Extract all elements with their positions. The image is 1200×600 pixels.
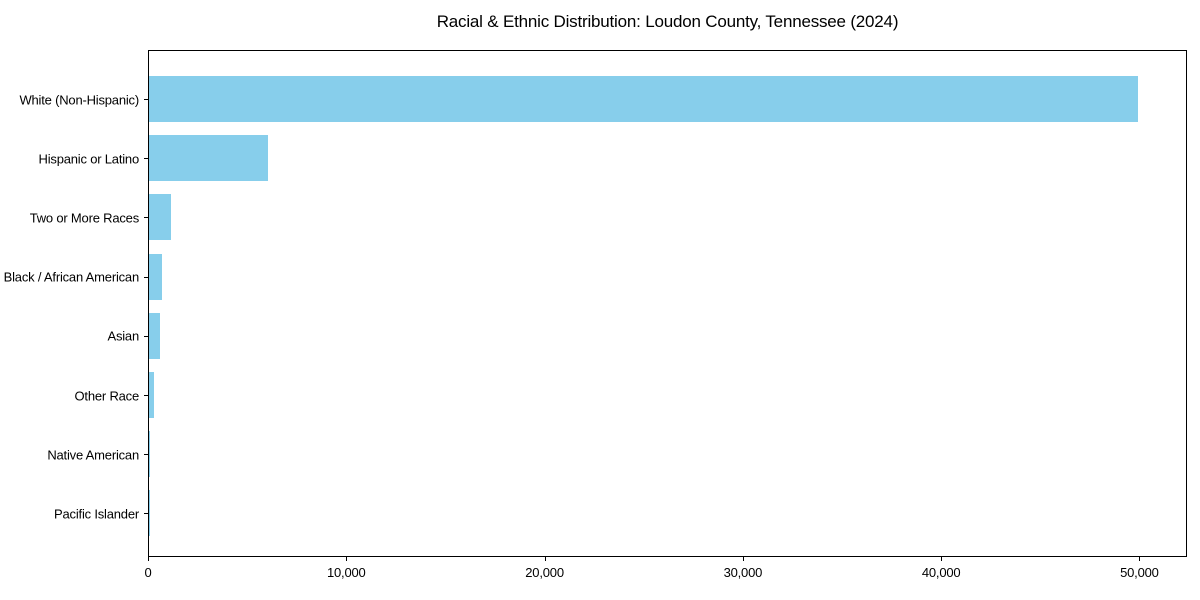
x-tick-mark (1139, 557, 1141, 561)
bar-two-or-more-races (149, 194, 171, 241)
x-tick-mark (346, 557, 348, 561)
y-tick-mark (144, 335, 148, 337)
y-tick-label-white-non-hispanic: White (Non-Hispanic) (19, 92, 139, 107)
y-tick-label-pacific-islander: Pacific Islander (54, 506, 139, 522)
y-tick-mark (144, 158, 148, 160)
x-tick-mark (941, 557, 943, 561)
x-tick-label-20-000: 20,000 (525, 565, 564, 580)
bar-asian (149, 312, 160, 359)
y-tick-label-hispanic-or-latino: Hispanic or Latino (38, 151, 140, 167)
bar-other-race (149, 372, 154, 418)
bar-white-non-hispanic (149, 76, 1139, 122)
y-tick-mark (144, 99, 148, 100)
x-tick-mark (148, 557, 149, 561)
y-tick-mark (144, 513, 148, 515)
x-tick-label-30-000: 30,000 (723, 565, 763, 580)
bar-black-african-american (149, 253, 163, 300)
bar-hispanic-or-latino (149, 135, 268, 182)
y-tick-mark (144, 217, 148, 219)
x-tick-mark (544, 557, 546, 561)
x-tick-label-50-000: 50,000 (1120, 565, 1159, 580)
x-tick-label-0: 0 (144, 565, 152, 580)
y-tick-label-two-or-more-races: Two or More Races (29, 210, 140, 226)
y-tick-label-other-race: Other Race (74, 388, 140, 403)
y-tick-mark (144, 454, 148, 456)
chart-title: Racial & Ethnic Distribution: Loudon Cou… (436, 12, 899, 31)
y-tick-label-black-african-american: Black / African American (3, 269, 140, 285)
y-tick-mark (144, 395, 148, 396)
y-tick-label-asian: Asian (107, 328, 139, 344)
plot-area (148, 50, 1187, 557)
y-tick-label-native-american: Native American (47, 447, 139, 463)
bar-native-american (149, 431, 150, 478)
x-tick-label-10-000: 10,000 (327, 565, 366, 580)
x-tick-label-40-000: 40,000 (921, 565, 961, 580)
y-tick-mark (144, 276, 148, 278)
x-tick-mark (742, 557, 744, 561)
